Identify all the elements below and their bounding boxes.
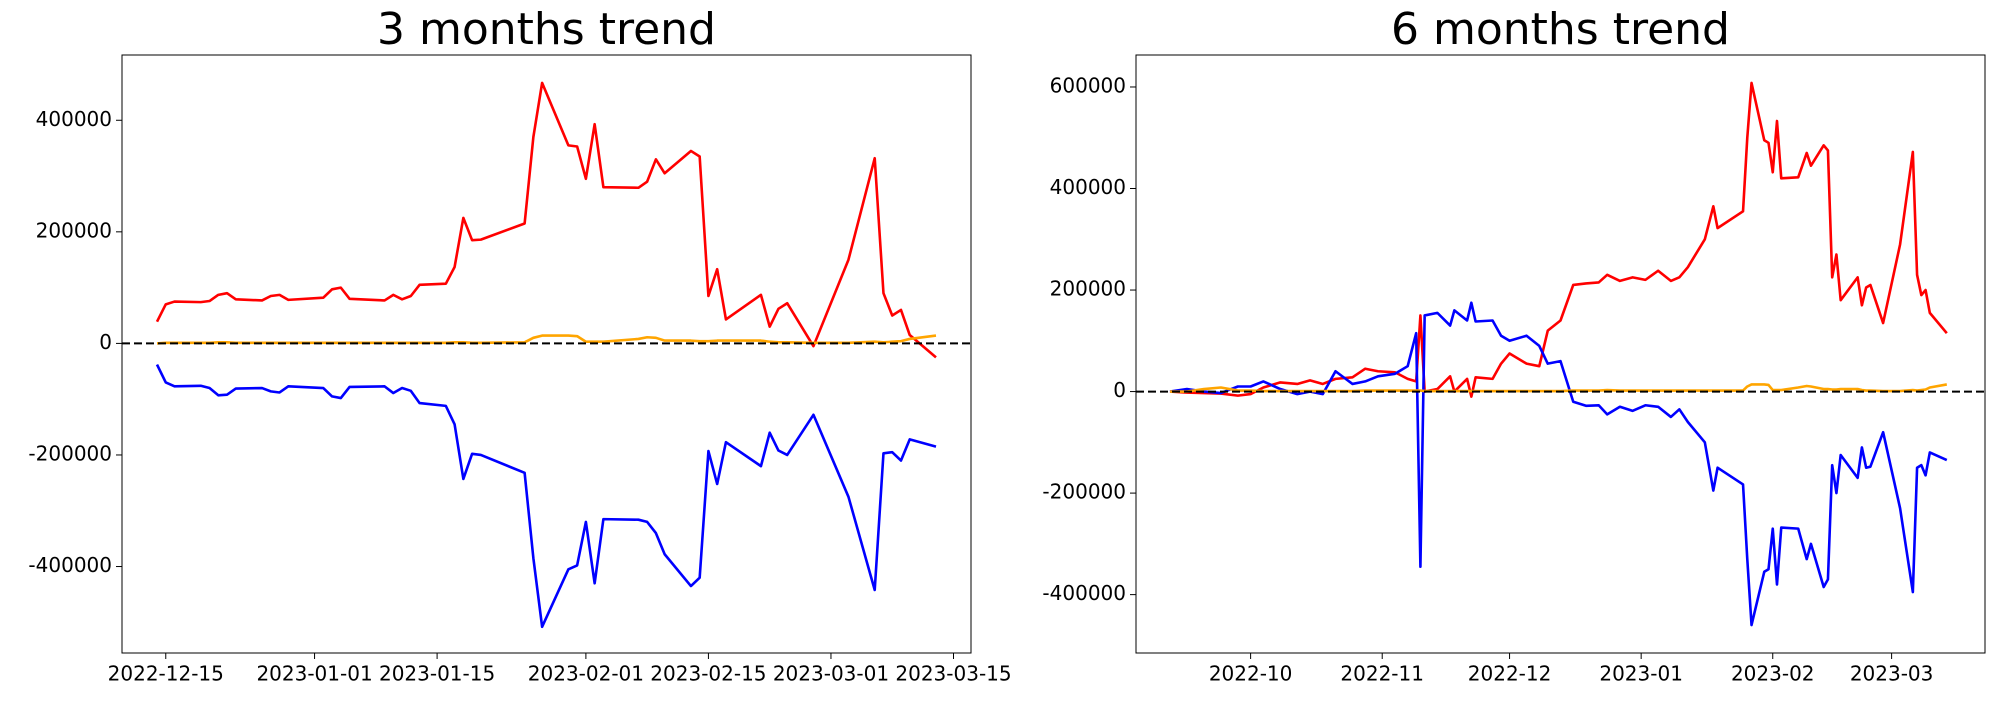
- line-series: [1169, 383, 1948, 393]
- x-tick-label: 2022-12: [1468, 662, 1552, 686]
- plot-frame: [1135, 54, 1986, 654]
- line-series: [155, 364, 937, 629]
- y-tick-label: -200000: [28, 441, 112, 465]
- chart-title: 6 months trend: [1391, 4, 1730, 55]
- line-series: [156, 334, 937, 345]
- x-tick-label: 2023-01-15: [379, 662, 495, 686]
- y-tick-label: -400000: [28, 553, 112, 577]
- chart-title: 3 months trend: [377, 4, 716, 55]
- y-tick-label: 400000: [1050, 175, 1126, 199]
- x-tick-label: 2022-11: [1340, 662, 1424, 686]
- x-tick-label: 2023-02-01: [528, 662, 644, 686]
- y-tick-label: 0: [99, 330, 112, 354]
- y-tick-label: 200000: [36, 218, 112, 242]
- y-tick-label: -200000: [1042, 480, 1126, 504]
- x-tick-label: 2022-10: [1209, 662, 1293, 686]
- line-series: [1169, 81, 1948, 398]
- y-tick-label: 0: [1113, 378, 1126, 402]
- y-tick-label: 600000: [1050, 73, 1126, 97]
- x-tick-label: 2023-03-01: [773, 662, 889, 686]
- x-tick-label: 2022-12-15: [108, 662, 224, 686]
- y-tick-label: 400000: [36, 107, 112, 131]
- plot-frame: [121, 54, 972, 654]
- x-tick-label: 2023-02-15: [650, 662, 766, 686]
- x-tick-label: 2023-03: [1850, 662, 1934, 686]
- line-series: [155, 81, 937, 359]
- line-series: [1169, 301, 1948, 627]
- x-tick-label: 2023-02: [1731, 662, 1815, 686]
- y-tick-label: 200000: [1050, 277, 1126, 301]
- x-tick-label: 2023-03-15: [895, 662, 1011, 686]
- y-tick-label: -400000: [1042, 581, 1126, 605]
- x-tick-label: 2023-01: [1599, 662, 1683, 686]
- x-tick-label: 2023-01-01: [256, 662, 372, 686]
